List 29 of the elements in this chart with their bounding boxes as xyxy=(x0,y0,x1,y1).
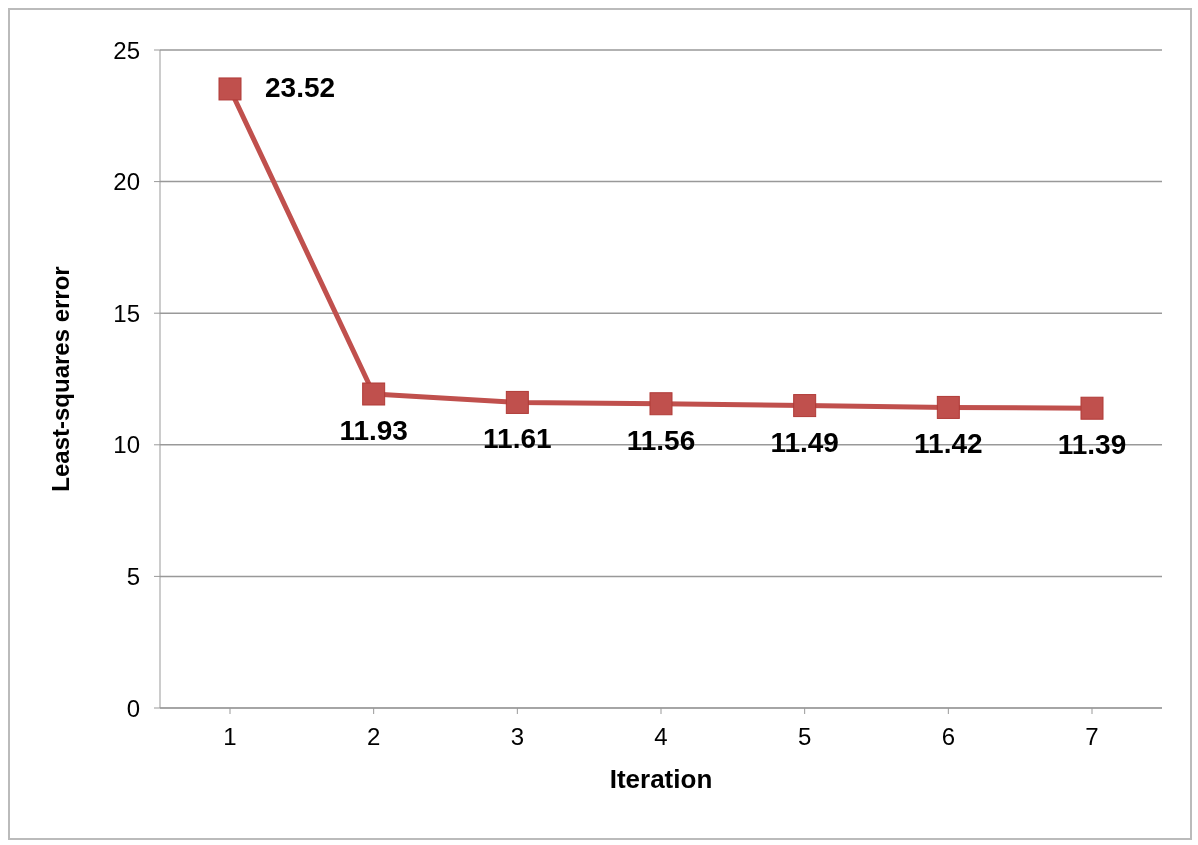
data-label: 11.42 xyxy=(914,428,983,460)
point xyxy=(218,77,242,101)
point xyxy=(505,390,529,414)
x-tick-label: 2 xyxy=(366,723,381,751)
y-tick-label: 20 xyxy=(113,168,140,196)
x-tick-label: 7 xyxy=(1085,723,1099,751)
y-tick-label: 0 xyxy=(126,694,140,722)
y-tick-label: 10 xyxy=(113,431,140,459)
point xyxy=(793,394,817,418)
point xyxy=(362,382,386,406)
point xyxy=(1080,396,1104,420)
y-tick-label: 5 xyxy=(126,562,140,590)
x-tick-label: 1 xyxy=(223,723,237,751)
point xyxy=(936,395,960,419)
data-label: 11.61 xyxy=(483,423,552,455)
data-label: 11.39 xyxy=(1057,429,1127,461)
x-axis-title: Iteration xyxy=(609,764,713,794)
data-label: 11.49 xyxy=(770,426,839,458)
point xyxy=(649,392,673,416)
y-axis-title: Least-squares error xyxy=(46,266,74,492)
x-tick-label: 4 xyxy=(654,723,668,751)
x-tick-label: 6 xyxy=(941,723,956,751)
data-label: 23.52 xyxy=(265,71,336,103)
data-label: 11.56 xyxy=(626,424,696,456)
x-tick-label: 5 xyxy=(797,723,812,751)
y-tick-label: 15 xyxy=(113,299,140,327)
data-label: 11.93 xyxy=(339,415,408,446)
x-tick-label: 3 xyxy=(510,723,525,751)
y-tick-label: 25 xyxy=(113,36,140,64)
